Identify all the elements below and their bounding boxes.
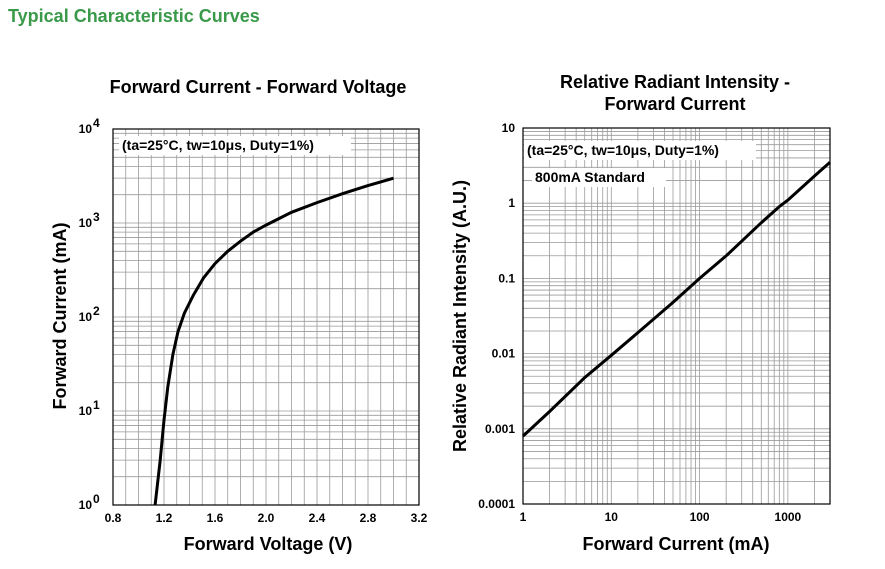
chart1-xtick-label: 2.4 [309, 511, 326, 525]
chart2-ytick-label: 0.0001 [478, 497, 515, 511]
chart2-ylabel: Relative Radiant Intensity (A.U.) [450, 180, 470, 452]
chart2-annotation: (ta=25°C, tw=10μs, Duty=1%) [527, 142, 719, 158]
chart2-title-line2: Forward Current [604, 94, 745, 114]
chart2-xtick-label: 1000 [775, 510, 802, 524]
chart-relative-intensity-current: Relative Radiant Intensity - Forward Cur… [450, 72, 831, 554]
chart2-ytick-label: 0.01 [492, 347, 516, 361]
chart2-xtick-label: 10 [605, 510, 619, 524]
chart1-ytick-label: 10 [79, 310, 93, 324]
chart1-ytick-label: 10 [79, 404, 93, 418]
chart2-ticks: 1 10 100 1000 0.0001 0.001 0.01 0.1 1 10 [478, 121, 801, 524]
chart2-title-line1: Relative Radiant Intensity - [560, 72, 790, 92]
chart2-ytick-label: 1 [508, 196, 515, 210]
chart1-xlabel: Forward Voltage (V) [184, 534, 353, 554]
chart1-ylabel: Forward Current (mA) [50, 222, 70, 409]
chart2-series-line [521, 161, 831, 438]
chart2-xtick-label: 1 [520, 510, 527, 524]
chart1-series-line [153, 176, 394, 506]
chart1-xtick-label: 1.2 [156, 511, 173, 525]
chart-forward-current-voltage: Forward Current - Forward Voltage 0.8 1.2… [50, 77, 428, 554]
chart2-ytick-label: 10 [502, 121, 516, 135]
chart2-ytick-label: 0.001 [485, 422, 515, 436]
chart1-ytick-exponent: 2 [93, 304, 100, 318]
chart2-annotation-bg [524, 141, 756, 160]
chart1-xtick-label: 3.2 [411, 511, 428, 525]
chart2-xtick-label: 100 [690, 510, 710, 524]
chart1-xtick-label: 0.8 [105, 511, 122, 525]
chart1-xtick-label: 2.8 [360, 511, 377, 525]
chart1-annotation-bg [119, 136, 351, 155]
chart1-ytick-exponent: 4 [93, 116, 100, 130]
chart2-annotation-standard: 800mA Standard [535, 169, 645, 185]
chart1-ytick-label: 10 [79, 216, 93, 230]
chart1-ytick-label: 10 [79, 498, 93, 512]
chart2-annotation2-bg [532, 168, 666, 187]
chart1-plot-frame [112, 128, 420, 506]
chart1-ytick-exponent: 1 [93, 398, 100, 412]
chart2-xlabel: Forward Current (mA) [582, 534, 769, 554]
chart1-ytick-exponent: 0 [93, 492, 100, 506]
chart2-plot-frame [522, 127, 831, 505]
chart1-xtick-label: 2.0 [258, 511, 275, 525]
chart1-title: Forward Current - Forward Voltage [110, 77, 407, 97]
chart2-ytick-label: 0.1 [498, 271, 515, 285]
chart1-annotation: (ta=25°C, tw=10μs, Duty=1%) [122, 137, 314, 153]
section-title: Typical Characteristic Curves [8, 6, 260, 26]
chart1-ytick-label: 10 [79, 122, 93, 136]
chart1-ytick-exponent: 3 [93, 210, 100, 224]
chart1-xtick-label: 1.6 [207, 511, 224, 525]
